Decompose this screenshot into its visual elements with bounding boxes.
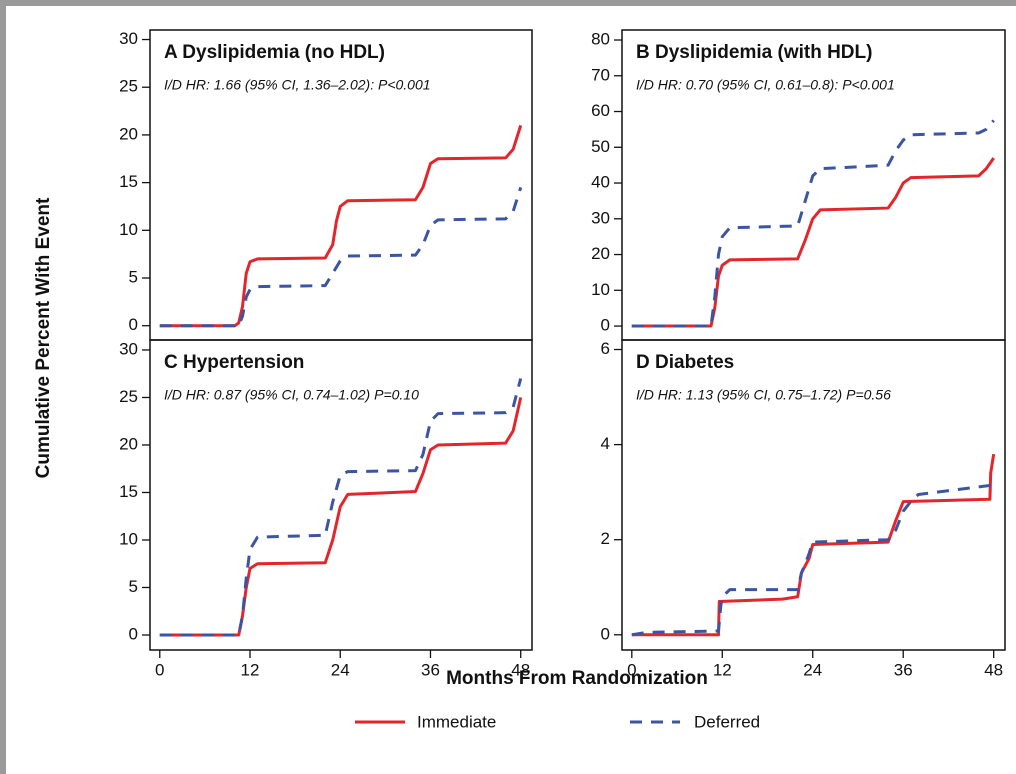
panel-subtitle: I/D HR: 1.13 (95% CI, 0.75–1.72) P=0.56 (636, 387, 891, 403)
y-tick-label: 10 (119, 529, 138, 548)
panel-title: C Hypertension (164, 352, 304, 373)
y-tick-label: 30 (591, 208, 610, 227)
legend-label: Deferred (694, 712, 760, 731)
panel-title: B Dyslipidemia (with HDL) (636, 42, 872, 63)
y-tick-label: 15 (119, 482, 138, 501)
x-tick-label: 12 (713, 660, 732, 679)
series-line (631, 453, 996, 637)
y-tick-label: 80 (591, 29, 610, 48)
x-axis-label: Months From Randomization (446, 668, 708, 689)
x-tick-label: 24 (331, 660, 350, 679)
x-tick-label: 36 (421, 660, 440, 679)
series-line (159, 124, 523, 328)
x-tick-label: 24 (803, 660, 822, 679)
x-tick-label: 48 (511, 660, 530, 679)
panel-frame (621, 339, 1006, 651)
y-tick-label: 2 (601, 529, 610, 548)
y-tick-label: 10 (119, 220, 138, 239)
series-line (159, 397, 523, 637)
series-line (159, 378, 523, 637)
series-line (631, 119, 995, 328)
series-line (631, 483, 994, 637)
panel-frame (149, 339, 533, 651)
panel-title: A Dyslipidemia (no HDL) (164, 42, 385, 63)
y-axis-label: Cumulative Percent With Event (33, 197, 54, 478)
x-tick-label: 0 (627, 660, 636, 679)
series-line (631, 157, 995, 328)
y-tick-label: 6 (601, 339, 610, 358)
y-tick-label: 5 (129, 267, 138, 286)
y-tick-label: 30 (119, 29, 138, 48)
chart: Cumulative Percent With Event Months Fro… (33, 29, 1006, 731)
y-tick-label: 0 (129, 624, 138, 643)
y-tick-label: 0 (601, 316, 610, 335)
y-tick-label: 15 (119, 172, 138, 191)
y-tick-label: 40 (591, 173, 610, 192)
y-tick-label: 50 (591, 137, 610, 156)
y-tick-label: 4 (601, 434, 610, 453)
panel-title: D Diabetes (636, 352, 734, 373)
legend-label: Immediate (417, 712, 496, 731)
y-tick-label: 10 (591, 280, 610, 299)
y-tick-label: 70 (591, 65, 610, 84)
y-tick-label: 5 (129, 577, 138, 596)
y-tick-label: 20 (119, 434, 138, 453)
y-tick-label: 20 (591, 244, 610, 263)
y-tick-label: 0 (601, 624, 610, 643)
y-tick-label: 20 (119, 124, 138, 143)
y-tick-label: 0 (129, 315, 138, 334)
panel-subtitle: I/D HR: 1.66 (95% CI, 1.36–2.02): P<0.00… (164, 77, 431, 93)
x-tick-label: 12 (241, 660, 260, 679)
x-tick-label: 0 (155, 660, 164, 679)
x-tick-label: 48 (984, 660, 1003, 679)
x-tick-label: 36 (894, 660, 913, 679)
y-tick-label: 25 (119, 77, 138, 96)
panel-subtitle: I/D HR: 0.87 (95% CI, 0.74–1.02) P=0.10 (164, 387, 419, 403)
y-tick-label: 60 (591, 101, 610, 120)
y-tick-label: 25 (119, 387, 138, 406)
panel-subtitle: I/D HR: 0.70 (95% CI, 0.61–0.8): P<0.001 (636, 77, 895, 93)
y-tick-label: 30 (119, 339, 138, 358)
series-line (159, 186, 523, 328)
